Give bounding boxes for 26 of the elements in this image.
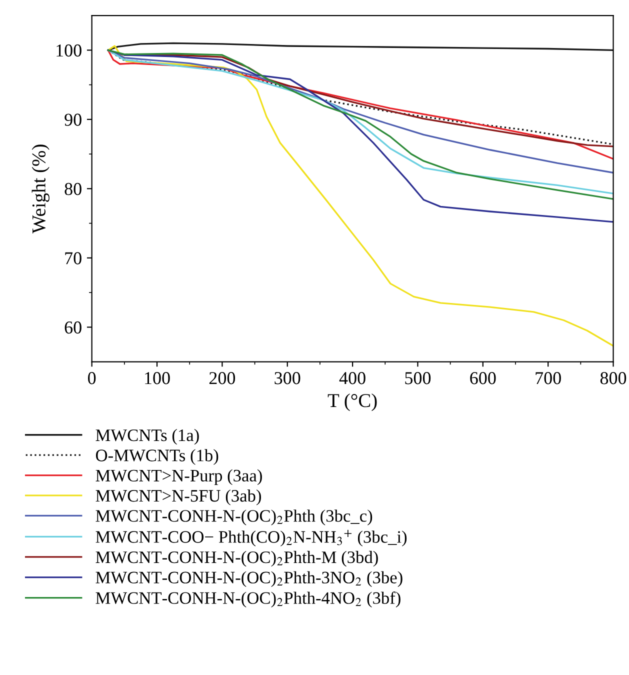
legend-label: MWCNT-CONH-N-(OC)$_{2}$Phth-3NO$_{2}$ (3be) xyxy=(96,571,402,587)
x-tick-label: 700 xyxy=(536,372,561,384)
y-tick-label: 70 xyxy=(65,252,82,264)
y-tick-label: 80 xyxy=(64,182,82,196)
legend-label: MWCNT>N-Purp (3aa) xyxy=(96,469,262,486)
legend-label: MWCNT-CONH-N-(OC)$_{2}$Phth-4NO$_{2}$ (3bf) xyxy=(96,592,400,608)
y-tick-label: 60 xyxy=(64,321,82,334)
x-tick-label: 800 xyxy=(600,372,626,384)
y-tick-label: 90 xyxy=(64,114,82,126)
legend-label: MWCNT-CONH-N-(OC)$_{2}$Phth-M (3bd) xyxy=(96,550,378,567)
y-tick-label: 100 xyxy=(56,44,82,57)
legend-label: MWCNT-COO− Phth(CO)$_{2}$N-NH$_{3}$$^{+}$ (3bc_i) xyxy=(96,530,407,546)
x-tick-label: 300 xyxy=(274,372,300,384)
x-tick-label: 600 xyxy=(470,372,496,384)
legend-label: MWCNT>N-5FU (3ab) xyxy=(96,489,261,506)
legend-label: MWCNTs (1a) xyxy=(96,428,199,445)
x-tick-label: 500 xyxy=(405,372,431,384)
x-tick-label: 400 xyxy=(339,372,366,384)
legend-label: MWCNT-CONH-N-(OC)$_{2}$Phth (3bc_c) xyxy=(96,510,372,526)
x-tick-label: 0 xyxy=(88,372,96,384)
x-axis-title: T (°C) xyxy=(328,393,377,412)
x-tick-label: 100 xyxy=(145,372,170,384)
legend-label: O-MWCNTs (1b) xyxy=(96,449,218,465)
x-tick-label: 200 xyxy=(209,372,236,384)
line-series xyxy=(107,45,614,347)
y-axis-title: Weight (%) xyxy=(32,144,50,234)
